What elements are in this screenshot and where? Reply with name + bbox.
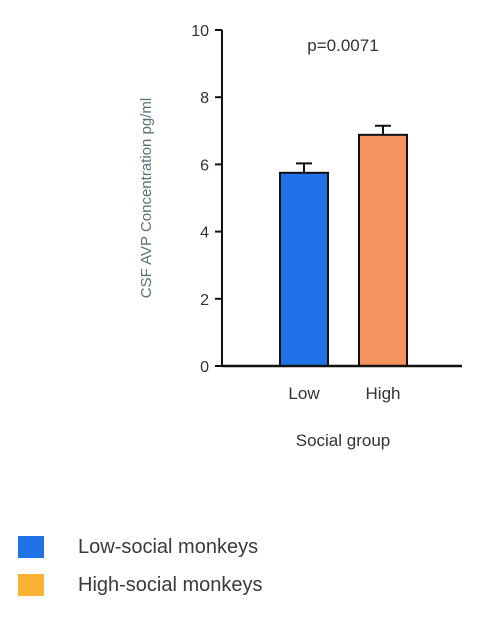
x-axis-label: Social group xyxy=(296,431,391,450)
y-tick-label: 6 xyxy=(200,157,209,174)
legend-item-high-social: High-social monkeys xyxy=(18,574,263,596)
y-tick-label: 2 xyxy=(200,292,209,309)
bar-high xyxy=(358,133,408,367)
bar-low xyxy=(279,171,329,367)
legend-swatch-low xyxy=(18,536,44,558)
y-tick-label: 0 xyxy=(200,359,209,376)
y-axis-label: CSF AVP Concentration pg/ml xyxy=(138,98,155,298)
plot-area: 0 2 4 6 8 10 Low High xyxy=(191,23,462,403)
legend: Low-social monkeys High-social monkeys xyxy=(18,536,263,612)
x-tick-label: High xyxy=(366,384,401,403)
legend-label-high: High-social monkeys xyxy=(78,573,263,596)
legend-swatch-high xyxy=(18,574,44,596)
y-tick-label: 8 xyxy=(200,90,209,107)
legend-item-low-social: Low-social monkeys xyxy=(18,536,263,558)
x-tick-label: Low xyxy=(288,384,320,403)
bar-chart: 0 2 4 6 8 10 Low High CSF AVP Concentration pg/… xyxy=(138,23,462,450)
y-tick-label: 10 xyxy=(191,23,209,40)
y-tick-label: 4 xyxy=(200,225,209,242)
legend-label-low: Low-social monkeys xyxy=(78,535,259,558)
p-value-annotation: p=0.0071 xyxy=(307,36,378,55)
